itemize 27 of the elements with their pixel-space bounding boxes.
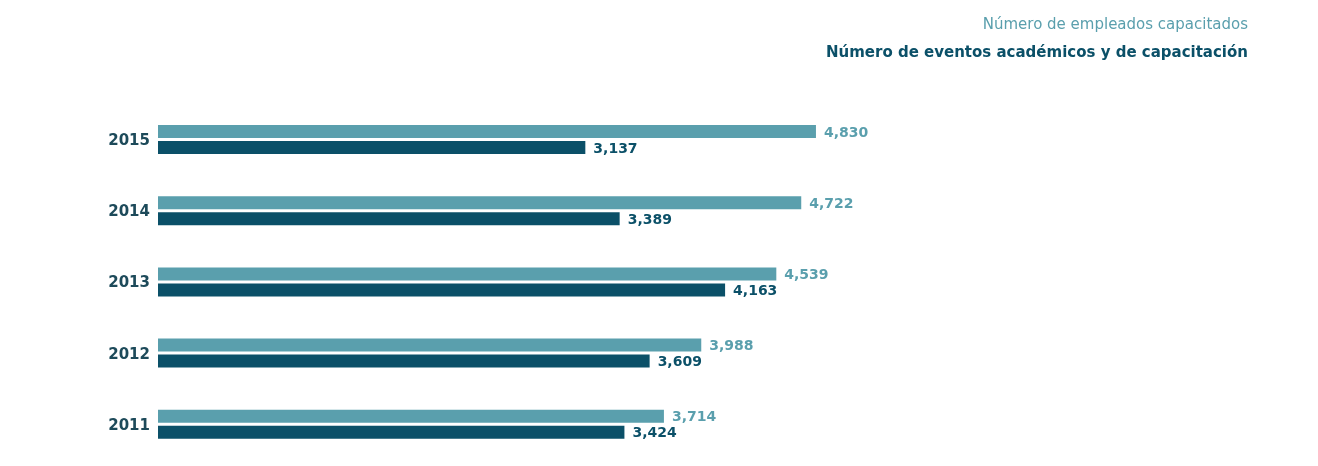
data-label: 4,722 <box>809 194 854 211</box>
data-label: 3,137 <box>593 139 638 156</box>
data-label: 4,539 <box>784 265 829 282</box>
data-label: 3,609 <box>657 353 702 370</box>
y-tick-label: 2012 <box>108 344 150 363</box>
data-label: 4,830 <box>823 123 869 140</box>
bar <box>158 196 802 210</box>
data-label: 3,389 <box>627 210 672 227</box>
text: Número de eventos académicos y de capacitación <box>825 42 1248 63</box>
bar <box>158 212 620 226</box>
data-label: 3,714 <box>671 408 717 425</box>
y-tick-label: 2014 <box>108 202 150 221</box>
y-tick-label: 2015 <box>108 130 150 149</box>
bar <box>158 425 625 439</box>
bar <box>158 125 816 138</box>
bar <box>158 338 702 352</box>
bar <box>158 354 650 368</box>
bar <box>158 409 664 423</box>
y-tick-label: 2013 <box>108 273 150 292</box>
bar <box>158 267 777 281</box>
data-label: 3,988 <box>709 337 754 354</box>
y-tick-label: 2011 <box>108 415 150 434</box>
data-label: 3,424 <box>632 424 677 441</box>
data-label: 4,163 <box>733 281 778 298</box>
text: Número de empleados capacitados <box>981 14 1248 35</box>
bar <box>158 283 726 297</box>
bar <box>158 141 586 154</box>
